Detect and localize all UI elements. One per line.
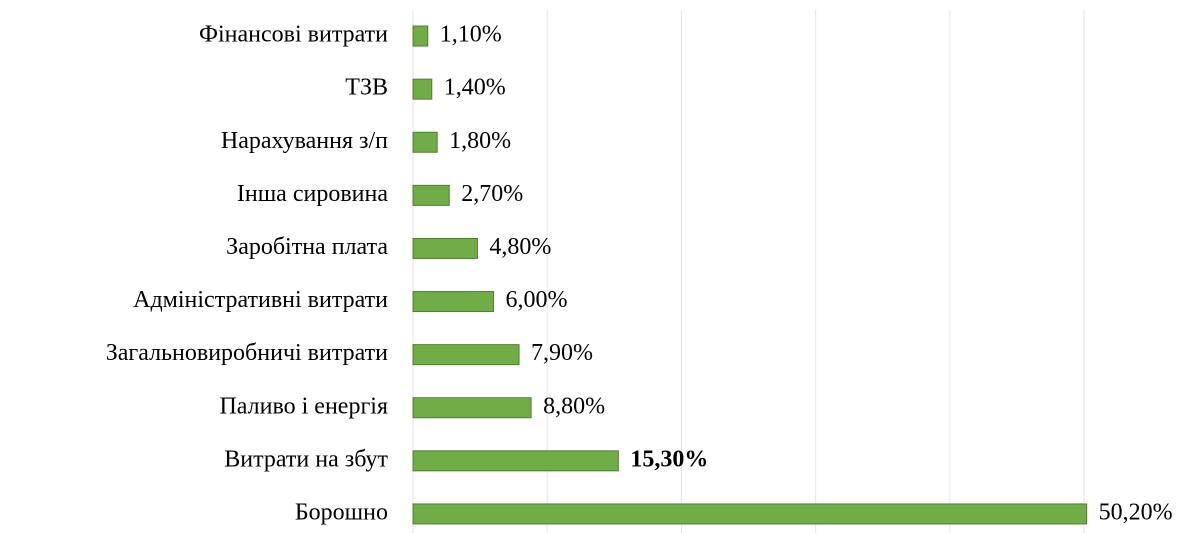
y-tick-label: Адміністративні витрати (133, 287, 388, 313)
y-tick-label: Загальновиробничі витрати (106, 340, 388, 366)
bar (412, 291, 495, 313)
data-label: 1,10% (440, 22, 502, 48)
y-tick-label: Нарахування з/п (221, 128, 388, 154)
y-tick-label: Борошно (295, 499, 388, 525)
data-label: 6,00% (506, 287, 568, 313)
y-tick-label: Заробітна плата (226, 234, 388, 260)
data-label: 2,70% (461, 181, 523, 207)
bar (412, 78, 433, 100)
bar (412, 131, 438, 153)
data-label: 15,30% (630, 446, 708, 472)
data-label: 4,80% (489, 234, 551, 260)
bar (412, 397, 532, 419)
data-label: 1,40% (444, 75, 506, 101)
bar (412, 184, 450, 206)
bar (412, 344, 520, 366)
bar (412, 25, 429, 47)
data-label: 7,90% (531, 340, 593, 366)
y-tick-label: Фінансові витрати (199, 22, 388, 48)
data-label: 8,80% (543, 393, 605, 419)
data-label: 1,80% (449, 128, 511, 154)
y-tick-label: Інша сировина (237, 181, 388, 207)
y-tick-label: Витрати на збут (224, 446, 388, 472)
y-tick-label: Паливо і енергія (219, 393, 388, 419)
bar (412, 237, 478, 259)
bar (412, 450, 619, 472)
bar (412, 503, 1088, 525)
y-tick-label: ТЗВ (345, 75, 388, 101)
data-label: 50,20% (1099, 499, 1173, 525)
